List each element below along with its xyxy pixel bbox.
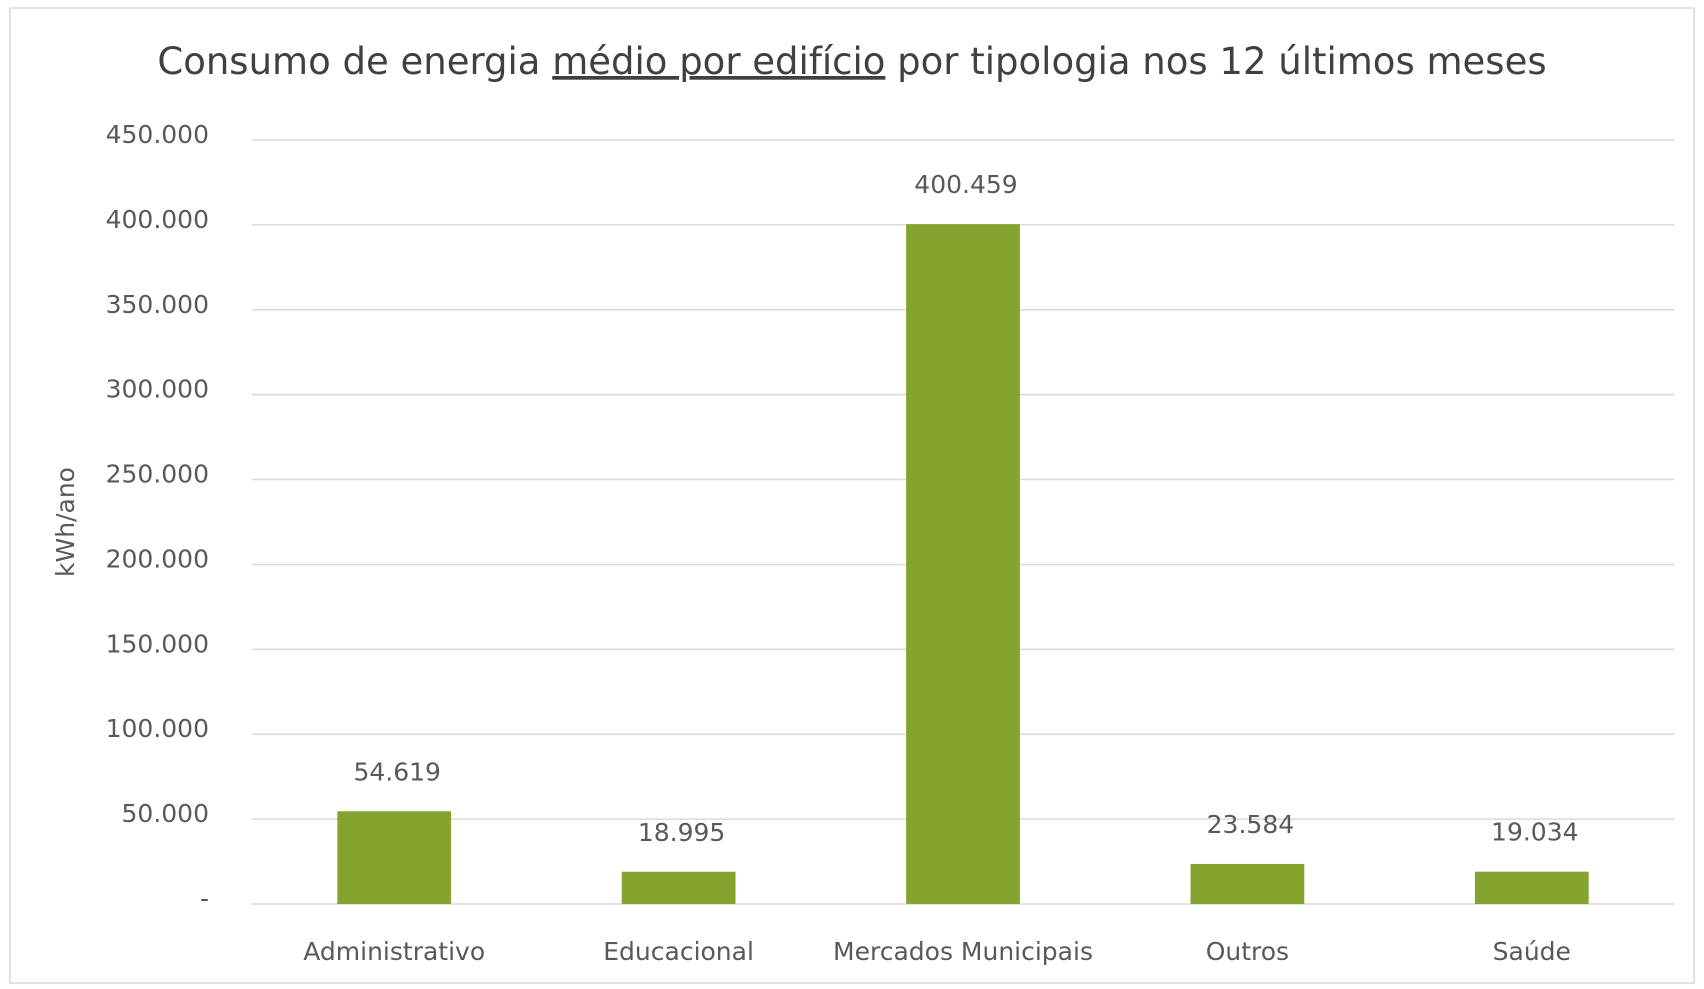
title-part: médio por edifício (552, 40, 885, 83)
y-tick-label: 350.000 (106, 290, 209, 319)
bar (906, 224, 1020, 904)
bar (1474, 871, 1589, 904)
y-tick-label: 150.000 (106, 629, 209, 658)
data-label: 18.995 (638, 818, 725, 847)
x-tick-label: Saúde (1493, 937, 1571, 966)
y-tick-label: - (200, 884, 209, 913)
title-part: Consumo de energia (157, 40, 552, 83)
y-tick-label: 200.000 (106, 544, 209, 573)
bar (1190, 863, 1305, 904)
y-tick-label: 450.000 (106, 120, 209, 149)
y-tick-label: 100.000 (106, 714, 209, 743)
y-tick-label: 50.000 (122, 799, 209, 828)
data-label: 54.619 (353, 757, 440, 786)
x-tick-label: Educacional (603, 937, 754, 966)
chart-frame (9, 7, 1695, 984)
chart-title: Consumo de energia médio por edifício po… (157, 40, 1546, 83)
bar (621, 871, 736, 904)
data-label: 19.034 (1491, 818, 1578, 847)
x-tick-label: Outros (1206, 937, 1289, 966)
x-tick-label: Mercados Municipais (833, 937, 1093, 966)
title-part: por tipologia nos 12 últimos meses (885, 40, 1546, 83)
y-axis-label: kWh/ano (51, 467, 80, 577)
data-label: 23.584 (1207, 810, 1294, 839)
data-label: 400.459 (914, 170, 1017, 199)
x-tick-label: Administrativo (303, 937, 485, 966)
y-tick-label: 400.000 (106, 205, 209, 234)
y-tick-label: 250.000 (106, 460, 209, 489)
bar (337, 811, 452, 904)
y-tick-label: 300.000 (106, 375, 209, 404)
